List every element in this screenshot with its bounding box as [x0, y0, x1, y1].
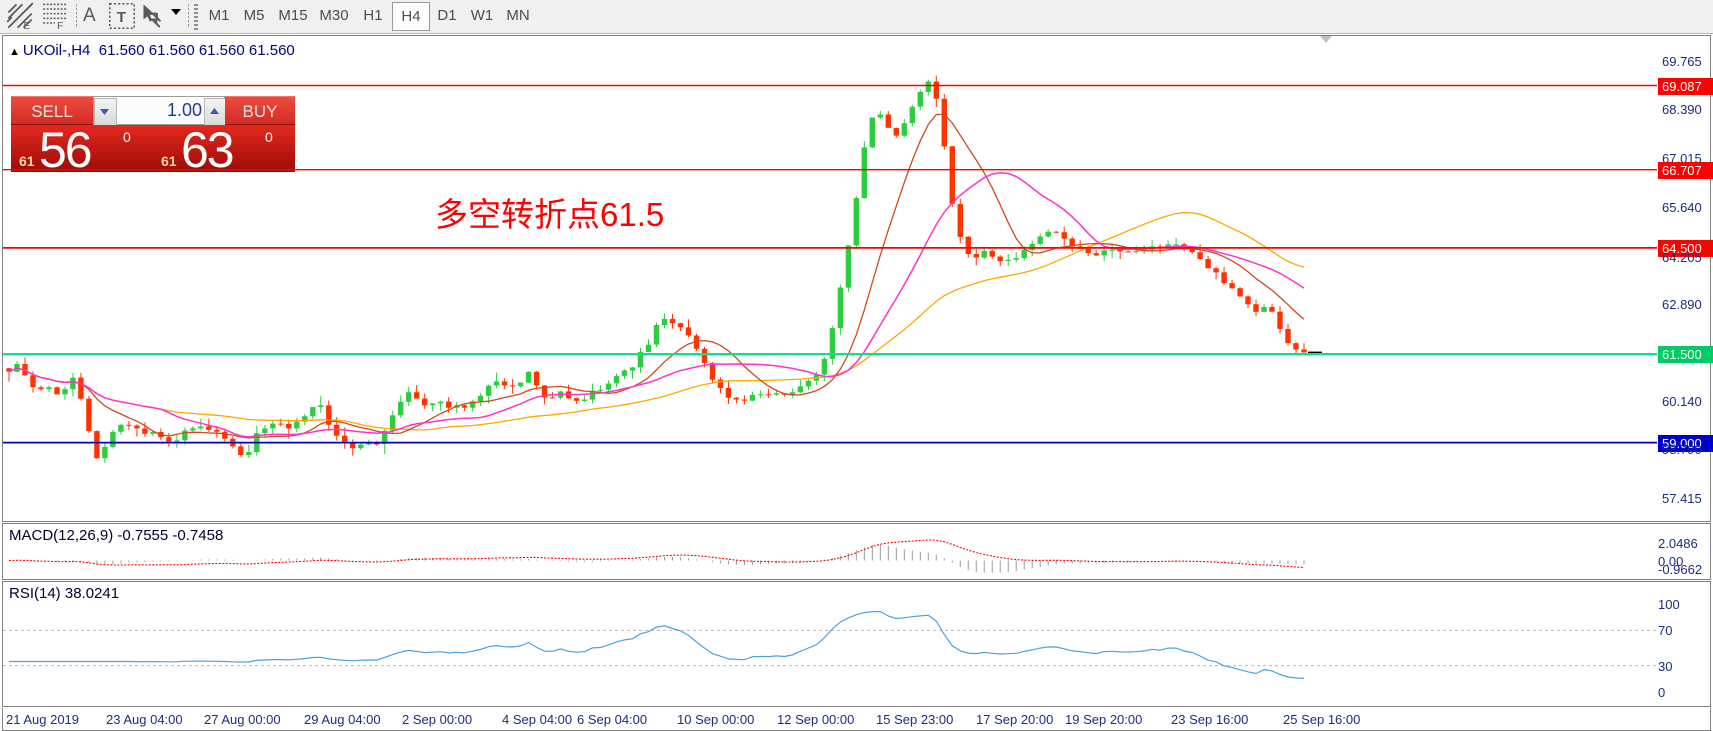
svg-text:T: T [117, 9, 127, 26]
svg-text:F: F [57, 21, 63, 30]
svg-text:E: E [24, 21, 31, 30]
